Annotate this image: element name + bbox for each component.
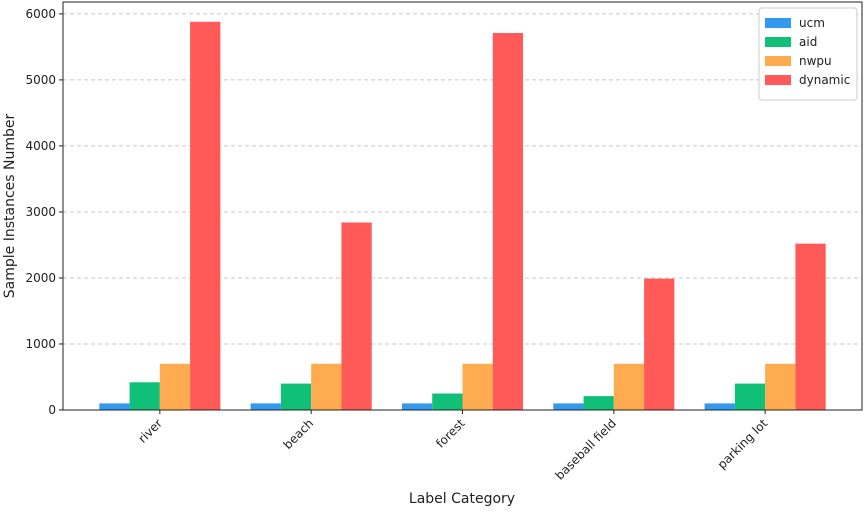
legend-swatch: [765, 56, 791, 66]
bar: [765, 363, 796, 410]
legend-label: aid: [799, 35, 817, 49]
x-tick-label: river: [135, 416, 165, 446]
legend-label: nwpu: [799, 54, 832, 68]
y-tick-label: 4000: [25, 139, 56, 153]
bar: [280, 383, 312, 410]
bar: [99, 403, 130, 410]
bar: [704, 403, 735, 410]
y-tick-label: 2000: [25, 271, 56, 285]
y-tick-label: 5000: [25, 73, 56, 87]
bar: [311, 363, 342, 410]
bar: [462, 363, 493, 410]
bar: [341, 222, 372, 410]
bar: [129, 382, 160, 410]
legend-swatch: [765, 18, 791, 28]
y-tick-label: 6000: [25, 7, 56, 21]
x-tick-label: forest: [433, 416, 468, 451]
x-axis-label: Label Category: [409, 491, 515, 507]
y-axis-label: Sample Instances Number: [2, 114, 18, 299]
bar: [190, 21, 221, 411]
bar: [432, 393, 463, 410]
y-tick-label: 0: [48, 403, 56, 417]
legend-swatch: [765, 75, 791, 85]
legend-swatch: [765, 37, 791, 47]
bar: [159, 363, 191, 410]
y-tick-label: 1000: [25, 337, 56, 351]
bar: [583, 396, 614, 410]
y-tick-label: 3000: [25, 205, 56, 219]
bar: [644, 278, 675, 410]
bar: [613, 363, 645, 410]
bar: [795, 243, 826, 410]
bar: [250, 403, 281, 410]
legend-label: ucm: [799, 16, 825, 30]
x-tick-label: beach: [281, 416, 317, 452]
x-tick-label: parking lot: [715, 416, 771, 472]
legend-label: dynamic: [799, 73, 850, 87]
x-tick-label: baseball field: [553, 416, 619, 482]
bar: [553, 403, 584, 410]
bar: [492, 33, 524, 411]
plot-frame: [62, 1, 863, 411]
bar: [401, 403, 433, 410]
bar: [734, 383, 766, 410]
